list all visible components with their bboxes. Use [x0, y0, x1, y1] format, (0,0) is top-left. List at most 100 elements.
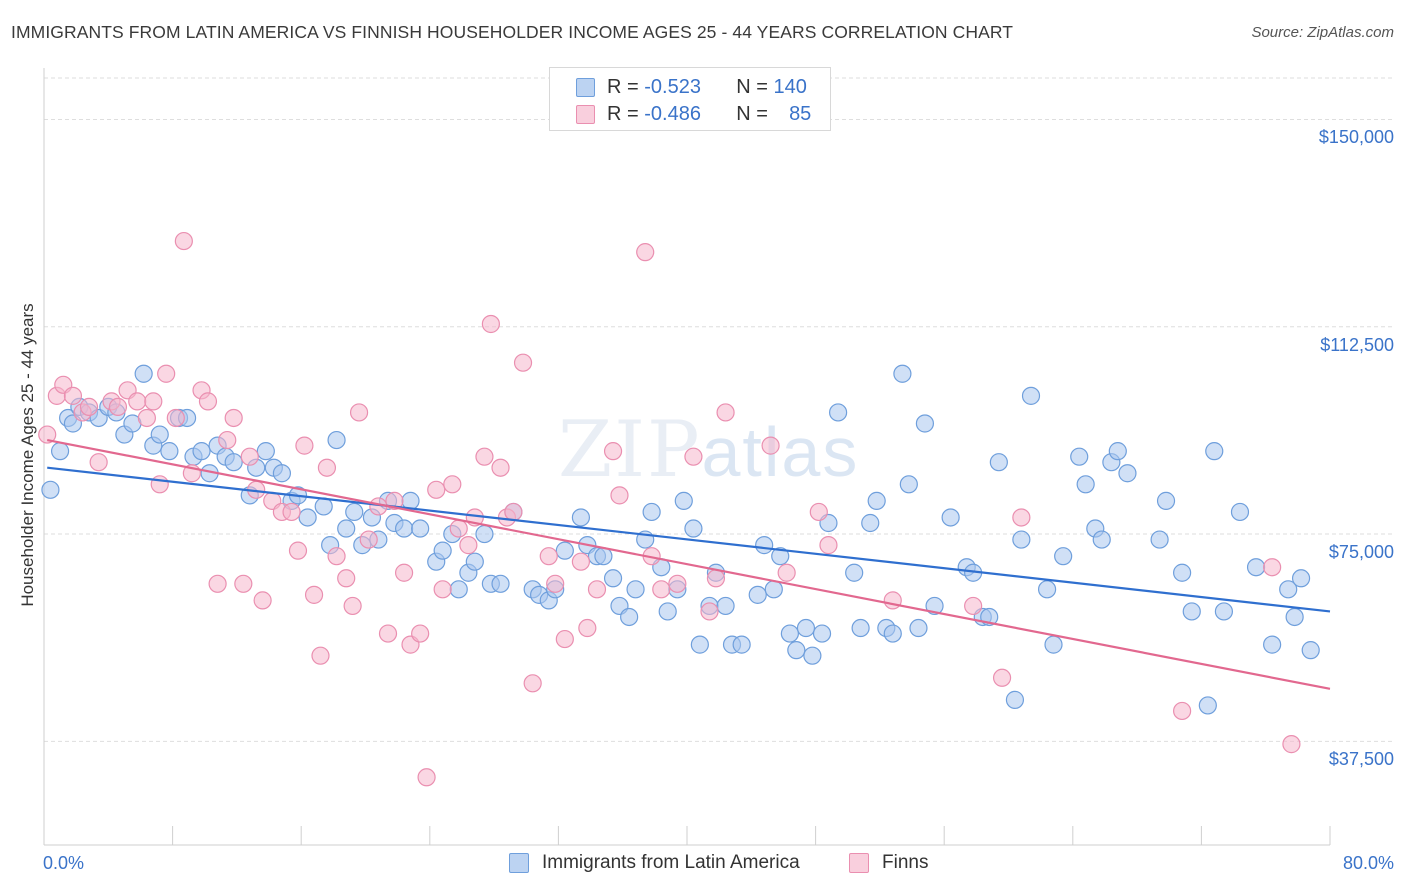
point-finns	[317, 458, 337, 477]
point-latin-america	[1021, 386, 1041, 405]
bottom-legend-label-pink: Finns	[882, 852, 929, 873]
point-latin-america	[764, 580, 783, 599]
trend-lines	[47, 438, 1331, 690]
point-latin-america	[909, 618, 928, 638]
point-latin-america	[1037, 580, 1057, 599]
point-latin-america	[771, 547, 790, 566]
x-tick-max: 80.0%	[1342, 853, 1394, 873]
point-latin-america	[411, 519, 430, 538]
point-finns	[79, 397, 99, 417]
point-latin-america	[1230, 502, 1250, 522]
point-finns	[349, 403, 369, 422]
point-finns	[523, 674, 542, 693]
watermark-zip: ZIP	[558, 405, 702, 495]
series-pink-points	[38, 231, 1301, 787]
point-latin-america	[626, 580, 645, 599]
point-latin-america	[1173, 563, 1192, 582]
point-finns	[378, 624, 398, 643]
point-finns	[311, 646, 330, 665]
point-finns	[636, 243, 655, 262]
point-latin-america	[812, 624, 832, 643]
point-finns	[411, 624, 430, 643]
point-latin-america	[755, 536, 774, 555]
point-latin-america	[642, 502, 661, 522]
point-finns	[166, 408, 185, 428]
y-tick-label: $75,000	[1328, 542, 1394, 563]
legend-r-pink: -0.486	[644, 102, 701, 125]
x-tick-min: 0.0%	[43, 853, 85, 873]
point-finns	[652, 580, 671, 599]
point-latin-america	[845, 563, 864, 582]
point-finns	[218, 430, 237, 450]
point-latin-america	[620, 607, 639, 627]
point-finns	[761, 436, 780, 455]
point-finns	[587, 580, 607, 599]
point-latin-america	[989, 453, 1008, 472]
point-latin-america	[298, 508, 317, 527]
bottom-legend-swatch-pink	[849, 853, 869, 873]
trend-line-finns	[47, 438, 1331, 690]
point-latin-america	[690, 635, 709, 654]
point-latin-america	[1092, 530, 1111, 549]
point-finns	[684, 447, 703, 466]
point-latin-america	[829, 403, 848, 422]
axes	[43, 68, 1331, 846]
point-finns	[964, 596, 983, 616]
point-finns	[240, 447, 259, 466]
point-finns	[475, 447, 494, 466]
point-finns	[716, 403, 735, 422]
point-finns	[38, 425, 57, 444]
point-latin-america	[796, 618, 816, 638]
point-latin-america	[1150, 530, 1169, 549]
point-finns	[198, 392, 218, 411]
correlation-legend: R = -0.523 N = 140 R = -0.486 N = 85	[549, 67, 831, 131]
point-latin-america	[449, 580, 468, 599]
point-finns	[157, 364, 176, 383]
point-latin-america	[1076, 475, 1095, 494]
point-finns	[433, 580, 452, 599]
point-finns	[89, 453, 108, 472]
point-finns	[443, 475, 462, 494]
point-finns	[819, 536, 838, 555]
point-latin-america	[394, 519, 414, 538]
legend-swatch-blue	[576, 77, 595, 97]
point-latin-america	[256, 442, 275, 461]
point-latin-america	[658, 602, 677, 621]
legend-r-label: R =	[607, 102, 639, 125]
point-finns	[1263, 558, 1282, 577]
point-finns	[1173, 701, 1192, 721]
trend-line-latin-america	[47, 466, 1331, 613]
y-axis-label: Householder Income Ages 25 - 44 years	[18, 303, 37, 607]
source-label: Source: ZipAtlas.com	[1251, 24, 1394, 41]
point-latin-america	[491, 574, 510, 593]
point-finns	[427, 480, 446, 499]
point-finns	[578, 618, 597, 638]
bottom-legend-blue: Immigrants from Latin America	[509, 852, 800, 874]
point-finns	[234, 574, 253, 593]
point-finns	[603, 442, 623, 461]
point-latin-america	[1285, 607, 1304, 627]
point-latin-america	[345, 502, 364, 522]
legend-n-label: N =	[736, 102, 768, 125]
point-finns	[128, 392, 147, 411]
point-finns	[337, 569, 356, 588]
point-finns	[327, 547, 346, 566]
point-latin-america	[1198, 696, 1217, 715]
legend-row-pink: R = -0.486 N = 85	[576, 101, 811, 127]
point-latin-america	[867, 491, 886, 510]
point-finns	[992, 668, 1012, 687]
point-finns	[174, 231, 193, 251]
point-finns	[150, 475, 169, 494]
legend-row-blue: R = -0.523 N = 140	[576, 74, 807, 100]
point-latin-america	[1070, 447, 1089, 466]
point-latin-america	[915, 414, 935, 433]
point-latin-america	[1005, 690, 1025, 709]
point-latin-america	[433, 541, 452, 560]
point-finns	[417, 768, 436, 787]
point-latin-america	[555, 541, 574, 560]
point-latin-america	[224, 453, 243, 472]
point-finns	[706, 569, 726, 588]
point-latin-america	[780, 624, 799, 643]
point-latin-america	[1263, 635, 1282, 654]
point-latin-america	[475, 524, 494, 544]
